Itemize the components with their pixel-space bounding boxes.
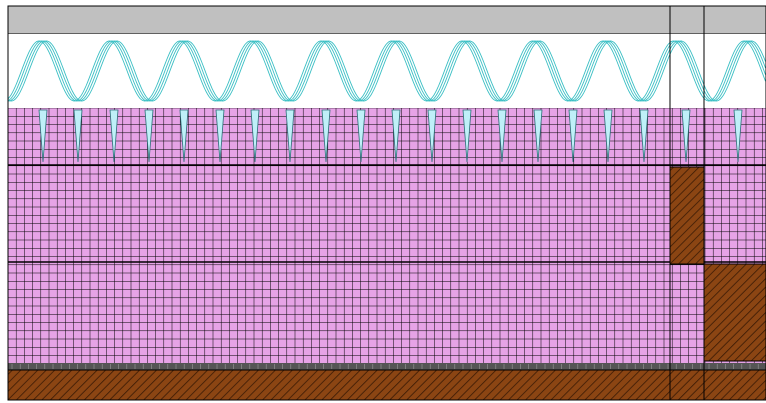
spike-12: [427, 109, 437, 163]
coil-strand-3: [8, 40, 766, 102]
dark-strip: [8, 363, 766, 370]
spike-row: [38, 109, 743, 163]
mesh-region: [8, 108, 766, 363]
spike-14: [497, 109, 507, 163]
spike-10: [356, 109, 366, 163]
outer-frame: [7, 5, 766, 401]
spike-6: [215, 109, 225, 163]
spike-5: [179, 109, 189, 163]
spike-9: [321, 109, 331, 163]
coil-layer: [7, 40, 766, 102]
spike-13: [462, 109, 472, 163]
spike-15: [533, 109, 543, 163]
coil-strand-4: [7, 40, 766, 102]
coil-zone: [8, 34, 766, 108]
mesh-grid: [8, 108, 766, 363]
top-band: [7, 5, 766, 35]
spike-18: [639, 109, 649, 163]
spike-1: [38, 109, 48, 163]
spike-7: [250, 109, 260, 163]
coil-strand-2: [7, 40, 766, 102]
strip-tick-marks: [11, 364, 759, 369]
spike-19: [681, 109, 691, 163]
hatched-block-lower: [703, 263, 766, 362]
spike-17: [603, 109, 613, 163]
spike-11: [391, 109, 401, 163]
spike-4: [144, 109, 154, 163]
dark-strip-ticks: [11, 364, 759, 369]
hatched-block-upper: [669, 166, 705, 265]
spike-8: [285, 109, 295, 163]
spike-20: [733, 109, 743, 163]
hatched-base: [7, 369, 766, 401]
spike-2: [73, 109, 83, 163]
spike-16: [568, 109, 578, 163]
spike-3: [109, 109, 119, 163]
